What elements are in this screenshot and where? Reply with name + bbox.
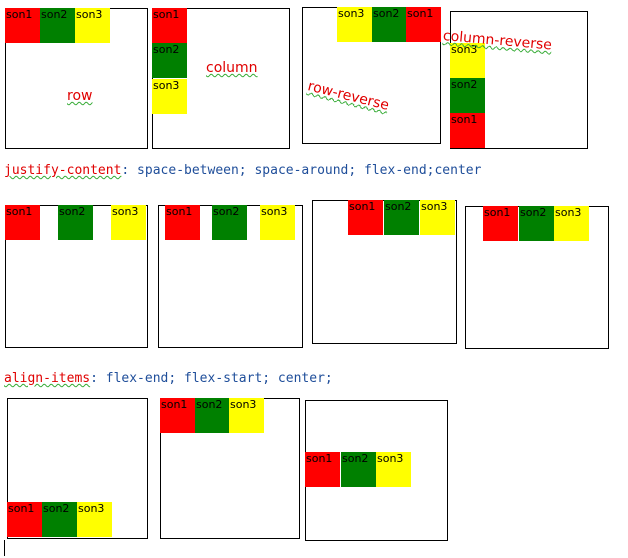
flex-item: son2 bbox=[40, 8, 75, 43]
flex-item: son3 bbox=[77, 502, 112, 537]
flex-item: son1 bbox=[5, 205, 40, 240]
flex-item: son2 bbox=[450, 78, 485, 113]
caption: justify-content: space-between; space-ar… bbox=[4, 163, 481, 178]
flex-item: son1 bbox=[7, 502, 42, 537]
flex-item: son2 bbox=[519, 206, 554, 241]
flex-item: son1 bbox=[450, 113, 485, 148]
flex-item: son2 bbox=[372, 7, 407, 42]
flex-item: son3 bbox=[337, 7, 372, 42]
flex-item: son3 bbox=[229, 398, 264, 433]
caption-values: : flex-end; flex-start; center; bbox=[90, 371, 333, 386]
flex-item: son1 bbox=[160, 398, 195, 433]
box-label: column bbox=[206, 60, 258, 76]
flex-item: son1 bbox=[406, 7, 441, 42]
flex-item: son1 bbox=[348, 200, 383, 235]
flex-item: son3 bbox=[152, 79, 187, 114]
flex-item: son2 bbox=[58, 205, 93, 240]
flex-item: son2 bbox=[42, 502, 77, 537]
flex-box bbox=[7, 398, 148, 539]
flex-item: son1 bbox=[165, 205, 200, 240]
flex-item: son2 bbox=[341, 452, 376, 487]
caption: align-items: flex-end; flex-start; cente… bbox=[4, 371, 333, 386]
flex-item: son2 bbox=[384, 200, 419, 235]
flex-item: son3 bbox=[420, 200, 455, 235]
flex-item: son3 bbox=[260, 205, 295, 240]
caption-keyword: align-items bbox=[4, 371, 91, 386]
flex-item: son2 bbox=[212, 205, 247, 240]
flex-item: son1 bbox=[483, 206, 518, 241]
flex-item: son3 bbox=[376, 452, 411, 487]
flex-item: son2 bbox=[195, 398, 230, 433]
box-label: row bbox=[67, 88, 93, 104]
caption-values: : space-between; space-around; flex-end;… bbox=[121, 163, 482, 178]
caption-keyword: justify-content bbox=[4, 163, 122, 178]
flex-item: son3 bbox=[75, 8, 110, 43]
flex-box bbox=[152, 8, 290, 149]
flex-item: son1 bbox=[5, 8, 40, 43]
flex-item: son2 bbox=[152, 43, 187, 78]
flex-item: son3 bbox=[554, 206, 589, 241]
flex-item: son3 bbox=[111, 205, 146, 240]
flex-item: son3 bbox=[450, 43, 485, 78]
flex-item: son1 bbox=[305, 452, 340, 487]
flex-item: son1 bbox=[152, 8, 187, 43]
cursor bbox=[4, 540, 5, 556]
